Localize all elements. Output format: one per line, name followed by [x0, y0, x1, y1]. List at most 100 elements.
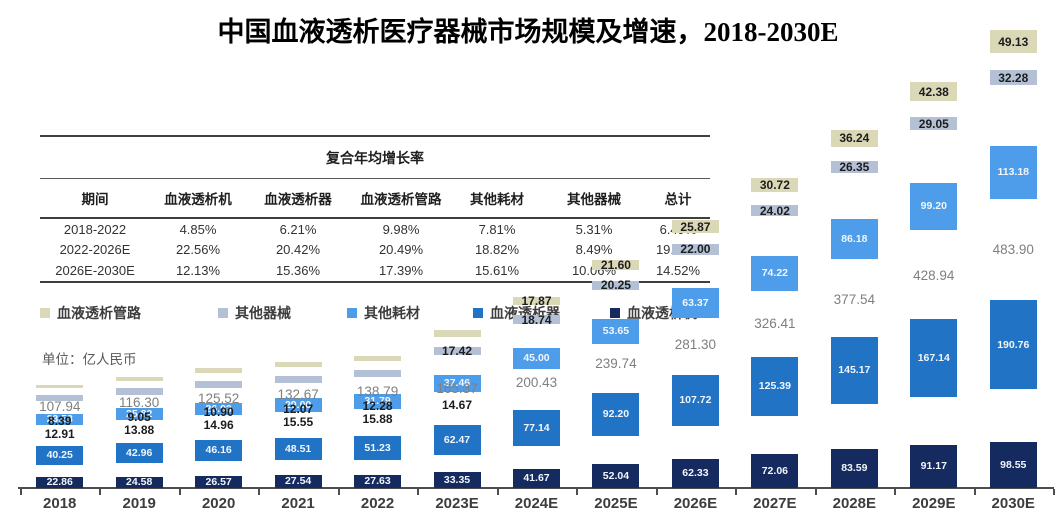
segment-value-label: 48.51 — [284, 442, 312, 455]
x-axis-tick — [496, 489, 499, 495]
segment-value-label: 190.76 — [997, 338, 1030, 351]
legend-swatch-icon — [218, 308, 228, 318]
bar-total-label: 116.30 — [119, 394, 160, 410]
segment-value-label: 26.93 — [205, 402, 232, 415]
bar-segment-3 — [433, 346, 481, 355]
segment-value-label: 42.38 — [918, 84, 949, 99]
bar-total-label: 239.74 — [595, 356, 637, 372]
legend-item-label: 其他器械 — [235, 305, 291, 321]
bar-segment-0 — [671, 458, 719, 488]
segment-value-label: 32.28 — [998, 70, 1029, 85]
x-axis-label: 2022 — [360, 495, 395, 512]
segment-value-label: 14.96 — [203, 418, 234, 433]
segment-value-label: 29.00 — [284, 398, 312, 411]
bar-segment-3 — [195, 381, 243, 389]
bar-total-label: 377.54 — [833, 291, 875, 307]
segment-value-label: 99.20 — [920, 200, 947, 213]
bar-segment-3 — [274, 375, 322, 383]
bar-segment-2 — [354, 394, 402, 410]
cagr-col-header-5: 其他器械 — [542, 179, 646, 219]
cagr-row-0-col-1: 4.85% — [179, 221, 217, 237]
bar-segment-4 — [989, 30, 1037, 54]
segment-value-label: 29.05 — [918, 116, 949, 131]
bar-segment-4 — [36, 384, 84, 389]
bar-segment-3 — [751, 205, 799, 217]
segment-value-label: 42.96 — [126, 447, 153, 460]
segment-value-label: 83.59 — [841, 462, 868, 475]
bar-segment-2 — [910, 183, 958, 230]
bar-segment-4 — [592, 259, 640, 270]
segment-value-label: 8.39 — [48, 413, 72, 428]
x-axis-tick — [1052, 489, 1055, 495]
bar-segment-0 — [830, 448, 878, 488]
cagr-row-2-col-4: 15.61% — [474, 262, 520, 278]
segment-value-label: 24.02 — [759, 203, 790, 218]
bar-segment-1 — [354, 436, 402, 461]
x-axis-tick — [576, 489, 579, 495]
bar-segment-4 — [512, 297, 560, 306]
legend-item-0: 血液透析管路 — [40, 303, 141, 323]
x-axis-label: 2027E — [753, 495, 797, 512]
bar-total-label: 200.43 — [515, 374, 558, 390]
segment-value-label: 92.20 — [602, 408, 630, 421]
bar-segment-3 — [592, 280, 640, 291]
segment-value-label: 33.35 — [443, 473, 471, 486]
bar-segment-2 — [512, 348, 560, 370]
bar-total-label: 107.94 — [39, 398, 81, 414]
segment-value-label: 20.25 — [600, 278, 631, 293]
bar-segment-4 — [751, 177, 799, 193]
cagr-row-2-col-2: 15.36% — [275, 262, 321, 278]
x-axis-tick — [20, 489, 22, 495]
segment-value-label: 12.07 — [283, 402, 314, 417]
segment-value-label: 63.37 — [682, 296, 709, 309]
cagr-row-1-period: 2022-2026E — [59, 242, 131, 258]
segment-value-label: 15.55 — [283, 415, 314, 430]
bar-total-label: 483.90 — [992, 242, 1034, 258]
bar-segment-0 — [751, 454, 799, 488]
bar-segment-3 — [830, 160, 878, 174]
x-axis-tick — [973, 489, 976, 495]
cagr-col-header-2: 血液透析器 — [246, 179, 350, 219]
cagr-row-1-col-4: 18.82% — [474, 242, 520, 258]
segment-value-label: 49.13 — [998, 34, 1029, 49]
bar-segment-4 — [433, 330, 481, 338]
bar-segment-1 — [989, 300, 1037, 390]
bar-segment-3 — [115, 388, 163, 395]
bar-segment-1 — [36, 446, 84, 466]
segment-value-label: 36.24 — [839, 131, 870, 146]
legend-item-2: 其他耗材 — [347, 303, 420, 323]
bar-segment-2 — [989, 145, 1037, 199]
segment-value-label: 52.04 — [602, 469, 630, 482]
segment-value-label: 30.72 — [759, 178, 790, 193]
x-axis-tick — [735, 489, 738, 495]
bar-segment-2 — [195, 402, 243, 416]
bar-segment-0 — [354, 475, 402, 488]
bar-segment-4 — [830, 129, 878, 147]
bar-segment-2 — [433, 374, 481, 393]
x-axis-label: 2020 — [201, 495, 236, 512]
segment-value-label: 10.90 — [203, 405, 234, 420]
segment-value-label: 18.74 — [521, 312, 552, 327]
segment-value-label: 23.53 — [46, 413, 73, 426]
bar-segment-2 — [671, 288, 719, 318]
segment-value-label: 22.00 — [680, 242, 711, 257]
bar-segment-1 — [751, 357, 799, 416]
x-axis-tick — [337, 489, 340, 495]
bar-segment-0 — [274, 475, 322, 488]
segment-value-label: 77.14 — [523, 422, 550, 435]
bar-total-label: 326.41 — [754, 315, 796, 331]
cagr-row-0-col-2: 6.21% — [279, 221, 317, 237]
bar-segment-1 — [592, 392, 640, 436]
segment-value-label: 14.67 — [442, 397, 473, 412]
segment-value-label: 40.25 — [46, 449, 73, 462]
bar-segment-3 — [36, 395, 84, 402]
x-axis-tick — [258, 489, 261, 495]
bar-segment-4 — [115, 376, 163, 381]
x-axis-label: 2024E — [514, 495, 559, 512]
bar-total-label: 281.30 — [674, 336, 717, 352]
bar-segment-1 — [433, 425, 481, 455]
bar-segment-1 — [115, 443, 163, 464]
segment-value-label: 41.67 — [523, 472, 550, 485]
